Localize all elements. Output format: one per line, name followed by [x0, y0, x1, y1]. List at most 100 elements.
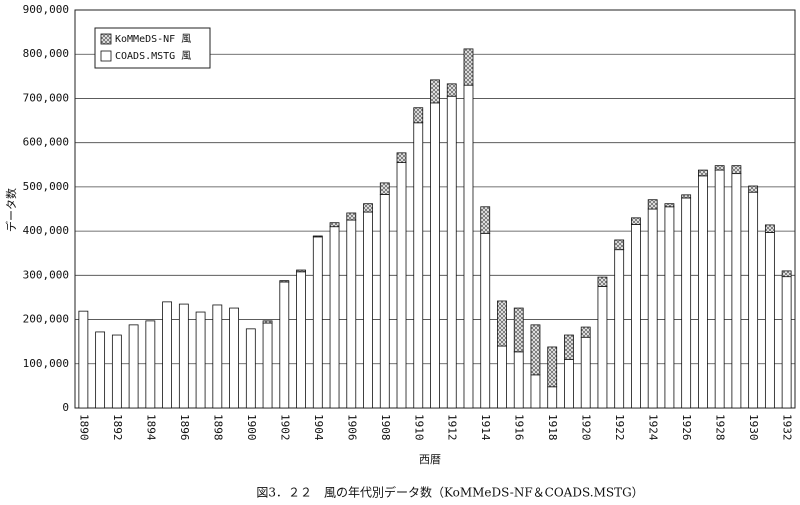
bar-segment — [681, 197, 692, 409]
bar-segment — [748, 185, 759, 193]
x-tick-label: 1928 — [714, 414, 727, 441]
bar-segment — [681, 194, 692, 199]
bar-segment — [664, 206, 675, 409]
bar-segment — [631, 217, 641, 225]
x-tick-label: 1896 — [178, 414, 191, 441]
bar-segment — [229, 307, 239, 409]
bar-segment — [714, 165, 725, 171]
bar-segment — [513, 351, 524, 409]
legend-swatch — [100, 33, 112, 45]
bar-segment — [178, 303, 189, 409]
y-tick-label: 800,000 — [23, 47, 69, 60]
bar-segment — [731, 173, 742, 409]
bar-segment — [764, 224, 775, 233]
bar-segment — [312, 235, 323, 238]
bar-segment — [530, 374, 541, 409]
bar-segment — [446, 95, 457, 409]
legend-swatch — [100, 50, 112, 62]
x-tick-label: 1932 — [781, 414, 794, 441]
bar-segment — [764, 232, 775, 409]
bar-segment — [513, 307, 524, 353]
bar-segment — [647, 199, 658, 210]
bar-segment — [430, 79, 440, 104]
bar-segment — [497, 345, 507, 409]
bar-segment — [162, 301, 172, 409]
x-tick-label: 1908 — [379, 414, 392, 441]
bar-segment — [296, 269, 306, 273]
x-tick-label: 1926 — [680, 414, 693, 441]
bar-segment — [597, 285, 608, 409]
bar-segment — [413, 107, 424, 124]
bar-segment — [262, 322, 273, 409]
bar-segment — [497, 300, 507, 347]
bar-segment — [346, 212, 357, 221]
legend-label: COADS.MSTG 風 — [115, 50, 191, 62]
bar-segment — [95, 331, 106, 409]
x-tick-label: 1890 — [77, 414, 90, 441]
bar-segment — [346, 219, 357, 409]
bar-segment — [111, 334, 122, 409]
bar-segment — [312, 236, 323, 409]
x-tick-label: 1906 — [345, 414, 358, 441]
bar-segment — [580, 326, 591, 338]
x-tick-label: 1918 — [546, 414, 559, 441]
bar-segment — [212, 304, 223, 409]
bar-segment — [731, 165, 742, 175]
bar-segment — [781, 276, 792, 409]
y-tick-label: 600,000 — [23, 136, 69, 149]
bar-segment — [128, 324, 139, 409]
y-tick-label: 100,000 — [23, 357, 69, 370]
bar-segment — [480, 206, 491, 234]
bar-segment — [698, 175, 708, 409]
bar-segment — [78, 310, 89, 409]
x-tick-label: 1900 — [245, 414, 258, 441]
bar-segment — [530, 324, 541, 376]
bar-segment — [564, 358, 574, 409]
bar-segment — [597, 276, 608, 287]
bar-segment — [195, 311, 206, 409]
x-tick-label: 1892 — [111, 414, 124, 441]
y-tick-label: 300,000 — [23, 268, 69, 281]
x-tick-label: 1930 — [747, 414, 760, 441]
y-tick-label: 500,000 — [23, 180, 69, 193]
bar-segment — [664, 203, 675, 208]
bar-segment — [145, 320, 156, 409]
bar-segment — [279, 281, 290, 409]
y-tick-label: 400,000 — [23, 224, 69, 237]
bar-segment — [329, 222, 340, 228]
legend-label: KoMMeDS-NF 風 — [115, 33, 191, 45]
bar-segment — [430, 102, 440, 409]
bar-segment — [580, 336, 591, 409]
bar-segment — [396, 152, 407, 163]
bar-segment — [262, 320, 273, 324]
x-tick-label: 1904 — [312, 414, 325, 441]
x-axis-title: 西暦 — [419, 453, 441, 466]
bar-segment — [296, 271, 306, 409]
x-tick-label: 1898 — [211, 414, 224, 441]
bar-segment — [396, 162, 407, 409]
chart-caption: 図3．２２ 風の年代別データ数（KoMMeDS-NF＆COADS.MSTG） — [256, 485, 643, 500]
x-tick-label: 1916 — [513, 414, 526, 441]
bar-segment — [748, 191, 759, 409]
bar-segment — [480, 232, 491, 409]
bar-segment — [781, 270, 792, 278]
y-tick-label: 0 — [62, 401, 69, 414]
legend-box — [94, 27, 211, 69]
x-tick-label: 1894 — [144, 414, 157, 441]
bar-segment — [446, 83, 457, 97]
bar-segment — [714, 169, 725, 409]
x-tick-label: 1910 — [412, 414, 425, 441]
bar-segment — [279, 280, 290, 283]
bar-segment — [463, 84, 474, 409]
bar-segment — [379, 194, 390, 409]
x-tick-label: 1914 — [479, 414, 492, 441]
x-tick-label: 1924 — [647, 414, 660, 441]
bar-segment — [614, 239, 625, 251]
bar-segment — [564, 334, 574, 360]
bar-segment — [463, 48, 474, 86]
bar-segment — [245, 328, 256, 409]
bar-segment — [631, 224, 641, 409]
y-axis-title: データ数 — [4, 188, 18, 232]
bar-segment — [614, 249, 625, 409]
